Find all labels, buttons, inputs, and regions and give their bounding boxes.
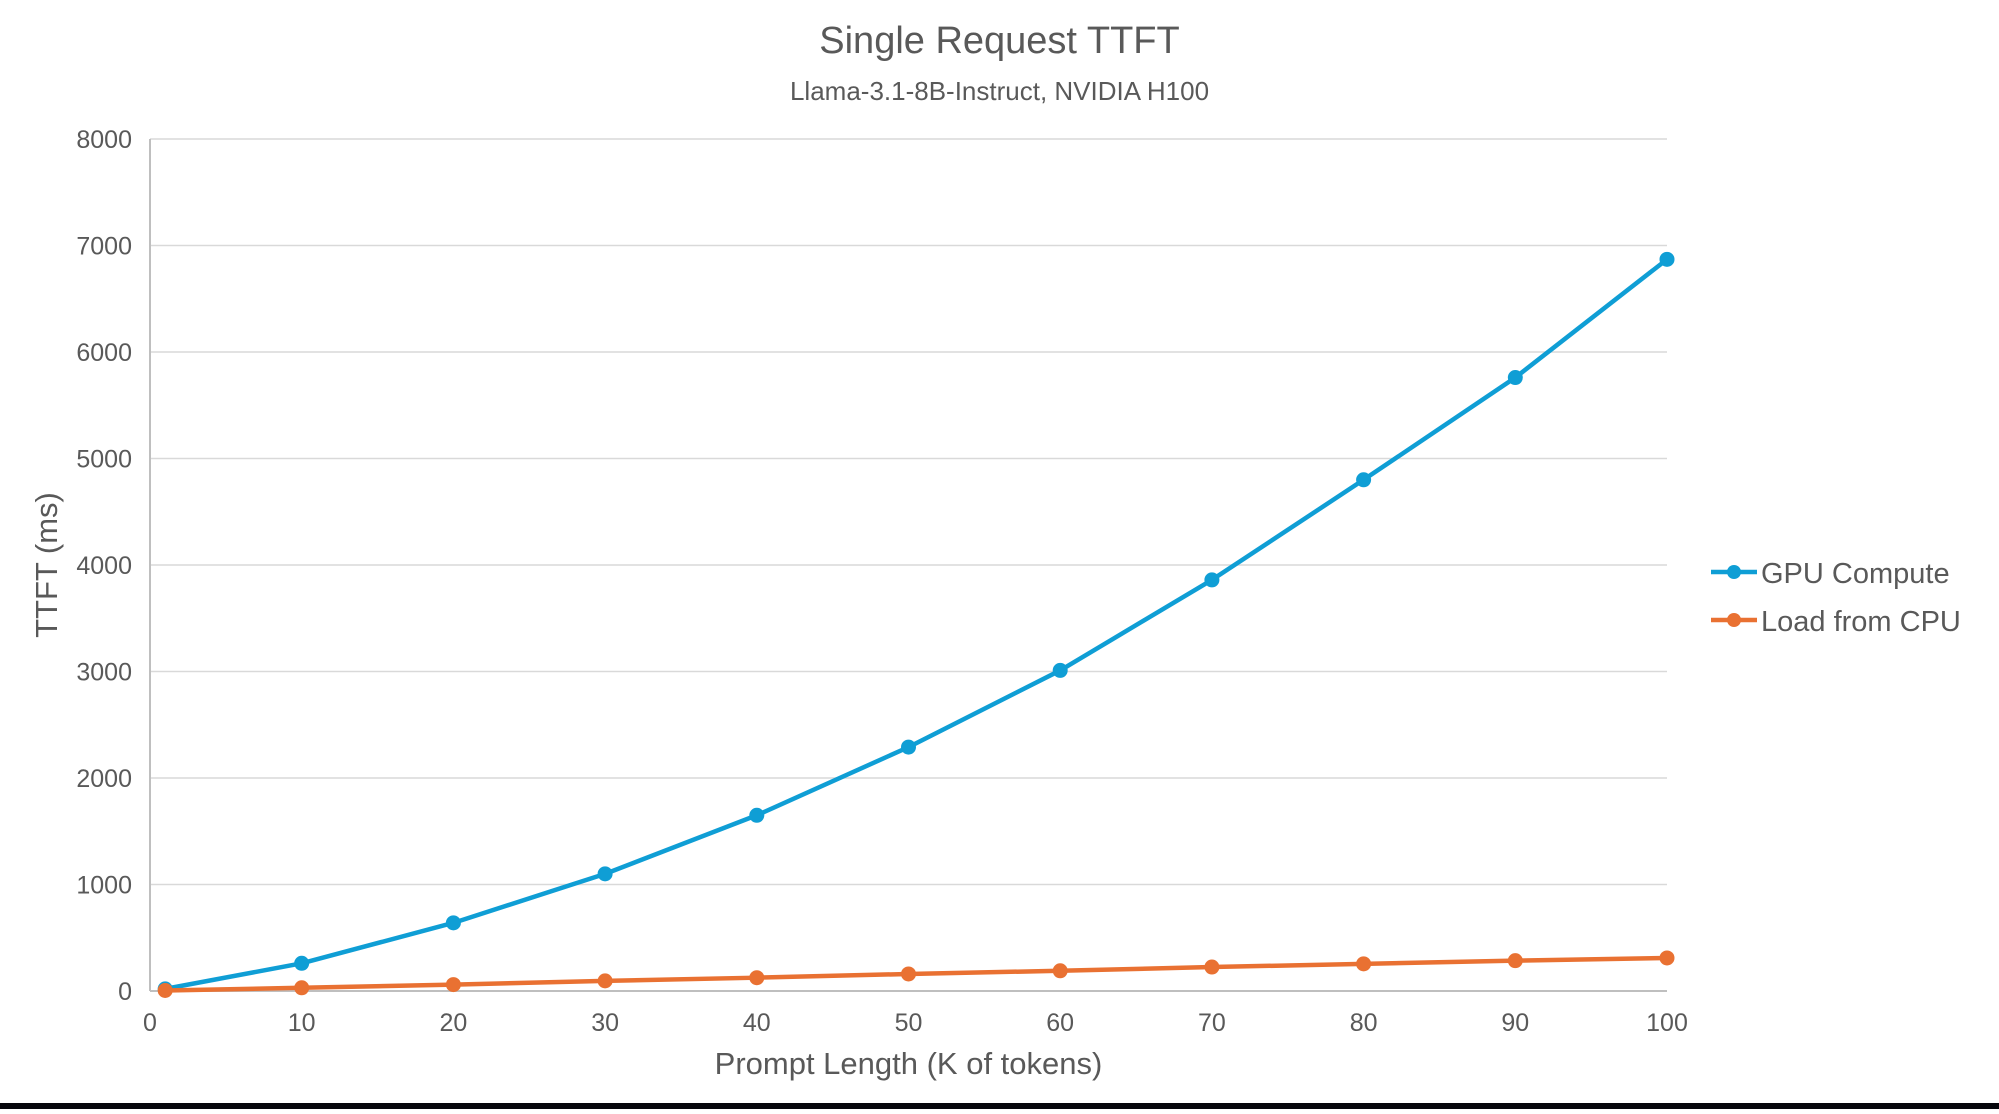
data-point-gpu-compute-x30 — [597, 866, 613, 882]
data-point-load-from-cpu-x30 — [597, 973, 613, 989]
x-tick-label-10: 10 — [288, 1009, 316, 1037]
data-point-load-from-cpu-x60 — [1052, 963, 1068, 979]
x-tick-label-70: 70 — [1198, 1009, 1226, 1037]
legend-marker-gpu-compute — [1710, 563, 1758, 586]
data-point-gpu-compute-x10 — [294, 955, 310, 971]
x-tick-label-40: 40 — [743, 1009, 771, 1037]
y-tick-label-5000: 5000 — [76, 446, 132, 474]
y-tick-label-4000: 4000 — [76, 552, 132, 580]
x-tick-label-90: 90 — [1501, 1009, 1529, 1037]
data-point-load-from-cpu-x70 — [1204, 959, 1220, 975]
chart-subtitle: Llama-3.1-8B-Instruct, NVIDIA H100 — [789, 76, 1210, 106]
y-tick-label-8000: 8000 — [76, 126, 132, 154]
legend-label-load-from-cpu: Load from CPU — [1761, 606, 1961, 638]
y-tick-label-3000: 3000 — [76, 659, 132, 687]
x-tick-label-30: 30 — [591, 1009, 619, 1037]
data-point-gpu-compute-x20 — [445, 915, 461, 931]
x-tick-label-80: 80 — [1350, 1009, 1378, 1037]
data-point-load-from-cpu-x100 — [1659, 950, 1675, 966]
data-point-load-from-cpu-x20 — [445, 977, 461, 993]
x-tick-label-0: 0 — [143, 1009, 157, 1037]
x-tick-label-20: 20 — [439, 1009, 467, 1037]
data-point-load-from-cpu-x1 — [157, 982, 173, 998]
data-point-gpu-compute-x90 — [1507, 370, 1523, 386]
y-tick-label-6000: 6000 — [76, 339, 132, 367]
data-point-gpu-compute-x100 — [1659, 251, 1675, 267]
data-point-gpu-compute-x80 — [1356, 472, 1372, 488]
chart-title: Single Request TTFT — [819, 20, 1180, 62]
x-tick-label-60: 60 — [1046, 1009, 1074, 1037]
data-point-gpu-compute-x60 — [1052, 662, 1068, 678]
data-point-load-from-cpu-x80 — [1356, 956, 1372, 972]
legend: GPU Compute Load from CPU — [1710, 558, 1961, 639]
x-axis-title: Prompt Length (K of tokens) — [714, 1046, 1103, 1081]
data-point-gpu-compute-x40 — [749, 807, 765, 823]
x-tick-label-50: 50 — [895, 1009, 923, 1037]
data-point-load-from-cpu-x40 — [749, 970, 765, 986]
data-point-load-from-cpu-x50 — [901, 966, 916, 982]
y-tick-label-0: 0 — [118, 978, 132, 1006]
series-line-gpu-compute — [162, 257, 1670, 992]
data-point-load-from-cpu-x10 — [294, 980, 310, 996]
bottom-border-line — [0, 1103, 1999, 1109]
data-point-gpu-compute-x70 — [1204, 572, 1220, 588]
data-point-gpu-compute-x50 — [901, 739, 916, 755]
y-tick-label-1000: 1000 — [76, 872, 132, 900]
legend-marker-load-from-cpu — [1710, 611, 1758, 634]
series-line-load-from-cpu — [162, 955, 1670, 993]
data-point-load-from-cpu-x90 — [1507, 953, 1523, 969]
legend-item-load-from-cpu: Load from CPU — [1710, 606, 1961, 639]
y-tick-label-2000: 2000 — [76, 765, 132, 793]
legend-item-gpu-compute: GPU Compute — [1710, 558, 1961, 591]
legend-label-gpu-compute: GPU Compute — [1761, 558, 1950, 590]
y-tick-label-7000: 7000 — [76, 233, 132, 261]
x-tick-label-100: 100 — [1646, 1009, 1688, 1037]
